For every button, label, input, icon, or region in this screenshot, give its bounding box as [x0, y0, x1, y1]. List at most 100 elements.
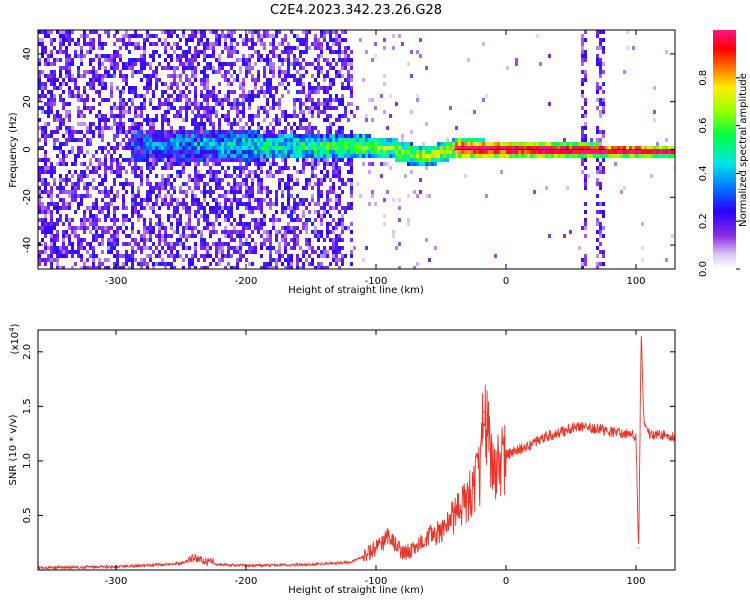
heatmap-cell [506, 154, 509, 158]
heatmap-cell [188, 210, 191, 214]
heatmap-cell [338, 126, 341, 130]
heatmap-cell [137, 154, 140, 158]
heatmap-cell [266, 170, 269, 174]
heatmap-cell [248, 186, 251, 190]
heatmap-cell [296, 90, 299, 94]
snr-x-axis-label: Height of straight line (km) [288, 585, 424, 596]
heatmap-cell [548, 142, 551, 146]
heatmap-cell [143, 198, 146, 202]
heatmap-cell [245, 42, 248, 46]
heatmap-cell [230, 66, 233, 70]
heatmap-cell [101, 146, 104, 150]
heatmap-cell [209, 150, 212, 154]
heatmap-cell [44, 246, 47, 250]
heatmap-cell [164, 46, 167, 50]
heatmap-cell [140, 142, 143, 146]
heatmap-cell [269, 234, 272, 238]
heatmap-cell [38, 242, 41, 246]
heatmap-cell [143, 262, 146, 266]
heatmap-cell [362, 134, 365, 138]
heatmap-cell [131, 62, 134, 66]
heatmap-cell [170, 82, 173, 86]
heatmap-cell [95, 54, 98, 58]
heatmap-cell [65, 214, 68, 218]
heatmap-cell [269, 162, 272, 166]
heatmap-cell [197, 130, 200, 134]
heatmap-cell [326, 98, 329, 102]
heatmap-cell [101, 62, 104, 66]
heatmap-cell [131, 262, 134, 266]
heatmap-cell [92, 122, 95, 126]
heatmap-cell [260, 218, 263, 222]
heatmap-cell [77, 70, 80, 74]
heatmap-cell [170, 146, 173, 150]
heatmap-cell [341, 102, 344, 106]
heatmap-cell [668, 146, 671, 150]
heatmap-cell [155, 114, 158, 118]
heatmap-cell [236, 222, 239, 226]
heatmap-cell [257, 126, 260, 130]
heatmap-cell [542, 146, 545, 150]
heatmap-cell [161, 138, 164, 142]
heatmap-cell [269, 202, 272, 206]
heatmap-cell [407, 62, 410, 66]
heatmap-cell [77, 206, 80, 210]
heatmap-cell [248, 246, 251, 250]
heatmap-cell [74, 182, 77, 186]
heatmap-cell [110, 190, 113, 194]
heatmap-cell [104, 158, 107, 162]
heatmap-cell [647, 154, 650, 158]
heatmap-cell [602, 98, 605, 102]
heatmap-cell [251, 250, 254, 254]
heatmap-cell [134, 242, 137, 246]
heatmap-cell [101, 86, 104, 90]
heatmap-cell [71, 266, 74, 269]
heatmap-cell [383, 222, 386, 226]
heatmap-cell [110, 246, 113, 250]
heatmap-cell [62, 50, 65, 54]
heatmap-cell [257, 222, 260, 226]
heatmap-cell [377, 138, 380, 142]
heatmap-cell [539, 154, 542, 158]
heatmap-cell [104, 178, 107, 182]
heatmap-cell [83, 30, 86, 34]
heatmap-cell [356, 106, 359, 110]
heatmap-cell [44, 242, 47, 246]
heatmap-cell [359, 146, 362, 150]
heatmap-cell [221, 206, 224, 210]
heatmap-cell [278, 118, 281, 122]
heatmap-cell [44, 250, 47, 254]
heatmap-cell [449, 146, 452, 150]
heatmap-cell [422, 146, 425, 150]
heatmap-cell [65, 162, 68, 166]
heatmap-cell [314, 138, 317, 142]
heatmap-cell [155, 106, 158, 110]
heatmap-cell [596, 158, 599, 162]
heatmap-cell [284, 70, 287, 74]
heatmap-cell [38, 190, 41, 194]
heatmap-cell [86, 142, 89, 146]
heatmap-cell [143, 158, 146, 162]
heatmap-cell [365, 146, 368, 150]
heatmap-cell [332, 154, 335, 158]
heatmap-cell [287, 178, 290, 182]
heatmap-cell [575, 142, 578, 146]
heatmap-cell [269, 238, 272, 242]
heatmap-cell [191, 202, 194, 206]
heatmap-cell [119, 170, 122, 174]
heatmap-cell [206, 114, 209, 118]
heatmap-cell [179, 114, 182, 118]
heatmap-cell [197, 186, 200, 190]
heatmap-cell [176, 218, 179, 222]
heatmap-cell [161, 178, 164, 182]
heatmap-cell [200, 178, 203, 182]
heatmap-cell [89, 194, 92, 198]
heatmap-cell [62, 238, 65, 242]
heatmap-cell [167, 62, 170, 66]
heatmap-cell [341, 146, 344, 150]
heatmap-cell [158, 106, 161, 110]
heatmap-cell [170, 58, 173, 62]
heatmap-cell [332, 190, 335, 194]
heatmap-cell [584, 54, 587, 58]
heatmap-cell [188, 262, 191, 266]
